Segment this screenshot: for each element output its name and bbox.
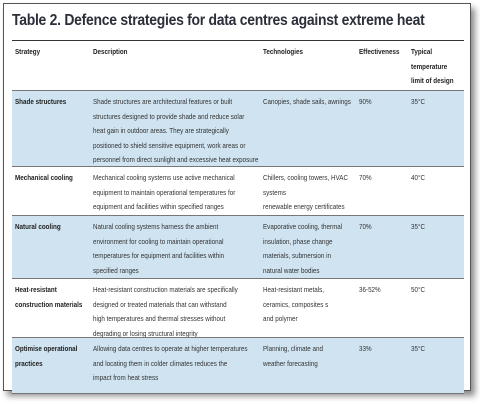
table-row: Mechanical cooling Mechanical cooling sys… xyxy=(12,167,464,216)
cell-text: weather forecasting xyxy=(263,358,318,368)
cell-text: 35°C xyxy=(411,97,426,106)
cell-text: positioned to shield sensitive equipment… xyxy=(93,140,246,150)
cell-text: ceramics, composites s xyxy=(263,299,329,309)
table-cell: Natural cooling xyxy=(12,216,90,278)
cell-text: degrading or losing structural integrity xyxy=(93,328,198,338)
table-cell: Shade structures are architectural featu… xyxy=(90,91,260,166)
cell-text: Mechanical cooling systems use active me… xyxy=(93,173,235,182)
cell-text: and locating them in colder climates red… xyxy=(93,358,228,368)
cell-text: Heat-resistant construction materials ar… xyxy=(93,285,238,294)
cell-text: Evaporative cooling, thermal xyxy=(263,222,343,231)
cell-text: Typical xyxy=(411,47,433,56)
cell-text: Natural cooling xyxy=(15,222,61,231)
cell-text: Mechanical cooling xyxy=(15,173,73,182)
cell-text: environment for cooling to maintain oper… xyxy=(93,236,224,246)
cell-text: temperature xyxy=(411,61,448,71)
table-cell: 70% xyxy=(356,216,408,278)
cell-text: Canopies, shade sails, awnings xyxy=(263,97,351,106)
cell-text: 40°C xyxy=(411,173,426,182)
cell-text: personnel from direct sunlight and exces… xyxy=(93,155,259,164)
cell-text: Effectiveness xyxy=(359,47,400,56)
cell-text: Natural cooling systems harness the ambi… xyxy=(93,222,219,231)
cell-text: designed or treated materials that can w… xyxy=(93,299,227,309)
cell-text: 33% xyxy=(359,344,372,353)
cell-text: heat gain in outdoor areas. They are str… xyxy=(93,126,229,135)
table-cell: Natural cooling systems harness the ambi… xyxy=(90,216,260,278)
table-cell: Chillers, cooling towers, HVAC systems ren… xyxy=(260,167,356,215)
table-cell: 35°C xyxy=(408,338,464,393)
cell-text: 35°C xyxy=(411,222,426,231)
cell-text: systems xyxy=(263,187,287,197)
cell-text: Heat-resistant construction materials xyxy=(15,285,83,309)
header-cell: Effectiveness xyxy=(356,41,408,90)
cell-text: Optimise operational practices xyxy=(15,344,78,368)
header-cell: Typical temperature limit of design xyxy=(408,41,464,90)
cell-text: natural water bodies xyxy=(263,265,320,275)
cell-text: 90% xyxy=(359,97,372,106)
table-cell: Heat-resistant metals, ceramics, composit… xyxy=(260,279,356,337)
table-cell: 33% xyxy=(356,338,408,393)
cell-text: impact from heat stress xyxy=(93,373,159,382)
cell-text: 50°C xyxy=(411,285,426,294)
table-cell: 70% xyxy=(356,167,408,215)
cell-text: materials, submersion in xyxy=(263,251,332,260)
table-cell: Evaporative cooling, thermal insulation, … xyxy=(260,216,356,278)
cell-text: 70% xyxy=(359,222,372,231)
table-cell: 35°C xyxy=(408,91,464,166)
cell-text: temperatures for equipment and facilitie… xyxy=(93,251,225,260)
table-row: Natural cooling Natural cooling systems h… xyxy=(12,216,464,279)
cell-text: 70% xyxy=(359,173,372,182)
table-cell: 50°C xyxy=(408,279,464,337)
cell-text: structures designed to provide shade and… xyxy=(93,111,245,121)
cell-text: equipment and facilities within specifie… xyxy=(93,202,224,211)
table-row: Shade structures Shade structures are arc… xyxy=(12,91,464,167)
table-cell: Allowing data centres to operate at high… xyxy=(90,338,260,393)
cell-text: equipment to maintain operational temper… xyxy=(93,187,236,197)
table-row: Heat-resistant construction materials Hea… xyxy=(12,279,464,338)
cell-text: Heat-resistant metals, xyxy=(263,285,325,294)
cell-text: high temperatures and thermal stresses w… xyxy=(93,314,226,323)
cell-text: Technologies xyxy=(263,47,303,56)
cell-text: Description xyxy=(93,47,128,56)
table: Strategy Description Technologies Effective… xyxy=(12,40,464,394)
cell-text: Allowing data centres to operate at high… xyxy=(93,344,248,353)
cell-text: Shade structures xyxy=(15,97,67,106)
cell-text: insulation, phase change xyxy=(263,236,333,246)
cell-text: 36-52% xyxy=(359,285,381,294)
table-cell: Canopies, shade sails, awnings xyxy=(260,91,356,166)
cell-text: renewable energy certificates xyxy=(263,202,345,211)
table-cell: Optimise operational practices xyxy=(12,338,90,393)
header-row: Strategy Description Technologies Effective… xyxy=(12,41,464,91)
table-row: Optimise operational practices Allowing d… xyxy=(12,338,464,394)
header-cell: Description xyxy=(90,41,260,90)
cell-text: and polymer xyxy=(263,314,298,323)
table-cell: Planning, climate and weather forecasting xyxy=(260,338,356,393)
cell-text: specified ranges xyxy=(93,265,139,275)
cell-text: limit of design xyxy=(411,76,454,85)
cell-text: Chillers, cooling towers, HVAC xyxy=(263,173,348,182)
table-cell: 35°C xyxy=(408,216,464,278)
table-cell: Heat-resistant construction materials xyxy=(12,279,90,337)
table-cell: Mechanical cooling xyxy=(12,167,90,215)
table-cell: 40°C xyxy=(408,167,464,215)
cell-text: Strategy xyxy=(15,47,41,56)
table-cell: 90% xyxy=(356,91,408,166)
cell-text: Shade structures are architectural featu… xyxy=(93,97,233,106)
table-cell: Shade structures xyxy=(12,91,90,166)
table-title: Table 2. Defence strategies for data cen… xyxy=(12,12,425,29)
table-frame: Table 2. Defence strategies for data cen… xyxy=(3,3,471,394)
cell-text: Planning, climate and xyxy=(263,344,324,353)
cell-text: 35°C xyxy=(411,344,426,353)
header-cell: Strategy xyxy=(12,41,90,90)
table-cell: 36-52% xyxy=(356,279,408,337)
table-cell: Heat-resistant construction materials ar… xyxy=(90,279,260,337)
header-cell: Technologies xyxy=(260,41,356,90)
table-cell: Mechanical cooling systems use active me… xyxy=(90,167,260,215)
